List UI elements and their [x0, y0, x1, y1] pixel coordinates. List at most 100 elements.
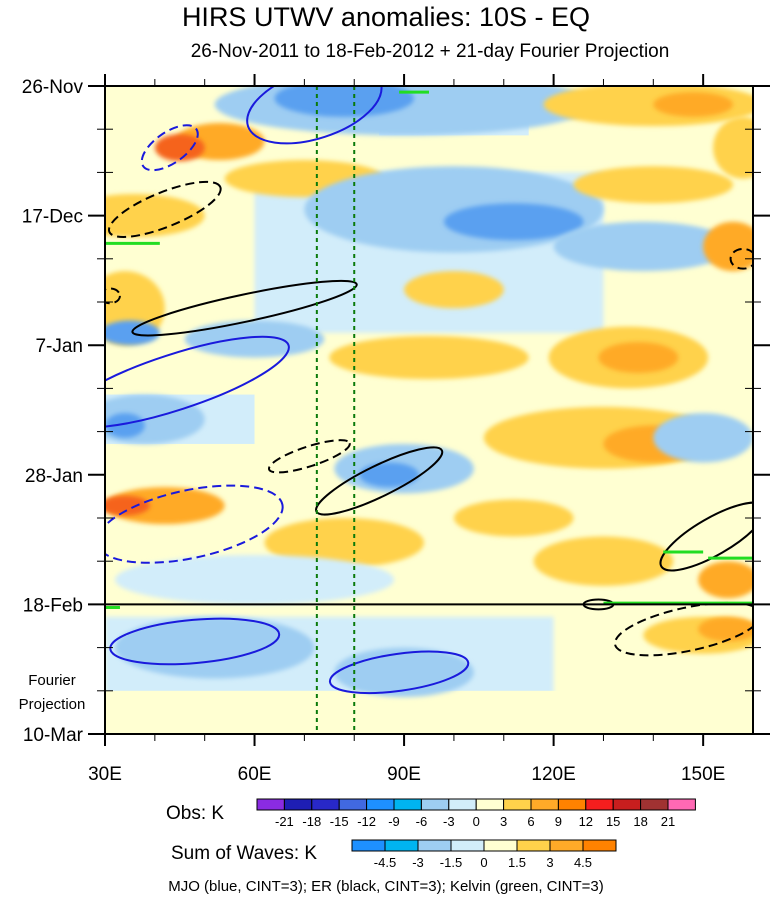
- obs-colorbar-title: Obs: K: [166, 803, 225, 824]
- colorbar-label: 21: [661, 814, 675, 829]
- colorbar-box: [338, 798, 368, 811]
- er-contour: [107, 180, 222, 238]
- er-contour: [105, 287, 121, 305]
- colorbar-label: 4.5: [574, 855, 592, 870]
- x-tick-label: 120E: [531, 764, 575, 785]
- colorbar-box: [283, 798, 313, 811]
- colorbar-label: 6: [527, 814, 534, 829]
- colorbar-box: [393, 798, 422, 811]
- anomaly-blob: [105, 194, 205, 238]
- colorbar-label: 3: [546, 855, 553, 870]
- colorbar-box: [366, 798, 395, 811]
- y-tick-label: 26-Nov: [22, 77, 84, 98]
- mjo-contour: [109, 617, 281, 666]
- mjo-contour: [105, 484, 284, 564]
- colorbar-label: -6: [416, 814, 428, 829]
- colorbar-box: [450, 839, 485, 852]
- colorbar-box: [503, 798, 532, 811]
- waves-colorbar: -4.5 -3 -1.5 0 1.5 3 4.5: [351, 839, 617, 870]
- anomaly-blob: [653, 413, 753, 463]
- mjo-contour: [328, 650, 470, 695]
- colorbar-label: 3: [500, 814, 507, 829]
- anomaly-blob: [553, 221, 734, 272]
- colorbar-box: [549, 839, 584, 852]
- anomaly-blob: [105, 495, 150, 516]
- anomaly-blob: [274, 86, 415, 117]
- colorbar-box: [420, 798, 450, 811]
- waves-colorbar-title: Sum of Waves: K: [171, 843, 318, 864]
- colorbar-label: -12: [357, 814, 376, 829]
- er-contour: [659, 501, 753, 572]
- colorbar-box: [311, 798, 340, 811]
- y-tick-label: 18-Feb: [23, 595, 83, 616]
- anomaly-blob: [154, 134, 205, 162]
- anomaly-blob: [653, 92, 734, 117]
- anomaly-blob: [105, 413, 145, 438]
- colorbar-box: [475, 798, 505, 811]
- colorbar-label: 1.5: [508, 855, 526, 870]
- colorbar-label: -15: [330, 814, 349, 829]
- chart-title: HIRS UTWV anomalies: 10S - EQ: [181, 2, 591, 32]
- anomaly-blob: [404, 271, 504, 309]
- anomaly-blob: [184, 320, 325, 358]
- colorbar-box: [483, 839, 518, 852]
- colorbar-label: 12: [579, 814, 593, 829]
- anomaly-blob: [105, 487, 225, 525]
- reference-lines: [105, 86, 753, 734]
- colorbar-box: [530, 798, 559, 811]
- colorbar-label: -4.5: [374, 855, 396, 870]
- y-tick-label: 28-Jan: [25, 466, 83, 487]
- projection-label-line2: Projection: [18, 696, 86, 713]
- anomaly-blob: [114, 616, 315, 679]
- colorbar-box: [516, 839, 551, 852]
- x-tick-label: 150E: [681, 764, 725, 785]
- colorbar-box: [384, 839, 419, 852]
- projection-label-line1: Fourier: [28, 672, 76, 689]
- colorbar-label: -3: [412, 855, 424, 870]
- colorbar-label: 15: [606, 814, 620, 829]
- x-tick-label: 60E: [238, 764, 272, 785]
- y-tick-label: 17-Dec: [22, 207, 83, 228]
- anomaly-blob: [443, 203, 584, 241]
- anomaly-blob: [573, 166, 734, 204]
- legend-note: MJO (blue, CINT=3); ER (black, CINT=3); …: [168, 878, 604, 895]
- colorbar-label: 0: [480, 855, 487, 870]
- plot-frame: [104, 85, 754, 735]
- colorbar-label: -3: [443, 814, 455, 829]
- y-tick-label: 7-Jan: [35, 336, 83, 357]
- anomaly-blob: [703, 221, 753, 272]
- colorbar-label: 0: [473, 814, 480, 829]
- er-contour: [131, 279, 358, 337]
- anomaly-blob: [264, 518, 425, 568]
- anomaly-blob: [598, 342, 679, 373]
- colorbar-box: [256, 798, 285, 811]
- x-tick-label: 90E: [387, 764, 421, 785]
- anomaly-blob: [453, 499, 574, 537]
- colorbar-box: [612, 798, 642, 811]
- colorbar-box: [448, 798, 477, 811]
- colorbar-box: [667, 798, 696, 811]
- x-tick-label: 30E: [88, 764, 122, 785]
- anomaly-blob: [329, 335, 529, 380]
- wave-contours: [105, 86, 753, 695]
- anomaly-blob: [105, 320, 160, 346]
- colorbar-label: 18: [633, 814, 647, 829]
- colorbar-box: [582, 839, 617, 852]
- field-band: [105, 690, 753, 734]
- mjo-contour: [105, 335, 290, 429]
- anomaly-field: [105, 86, 753, 697]
- y-tick-label: 10-Mar: [23, 725, 84, 746]
- er-contour: [613, 601, 753, 657]
- colorbar-box: [640, 798, 669, 811]
- mjo-contour: [246, 86, 383, 145]
- anomaly-blob: [698, 561, 753, 599]
- colorbar-box: [557, 798, 587, 811]
- colorbar-label: -18: [302, 814, 321, 829]
- colorbar-label: -9: [388, 814, 400, 829]
- colorbar-label: -21: [275, 814, 294, 829]
- anomaly-blob: [114, 555, 395, 605]
- obs-colorbar: -21 -18 -15 -12 -9 -6 -3 0 3 6 9 12 15 18 21: [256, 798, 696, 829]
- er-contour: [729, 247, 753, 270]
